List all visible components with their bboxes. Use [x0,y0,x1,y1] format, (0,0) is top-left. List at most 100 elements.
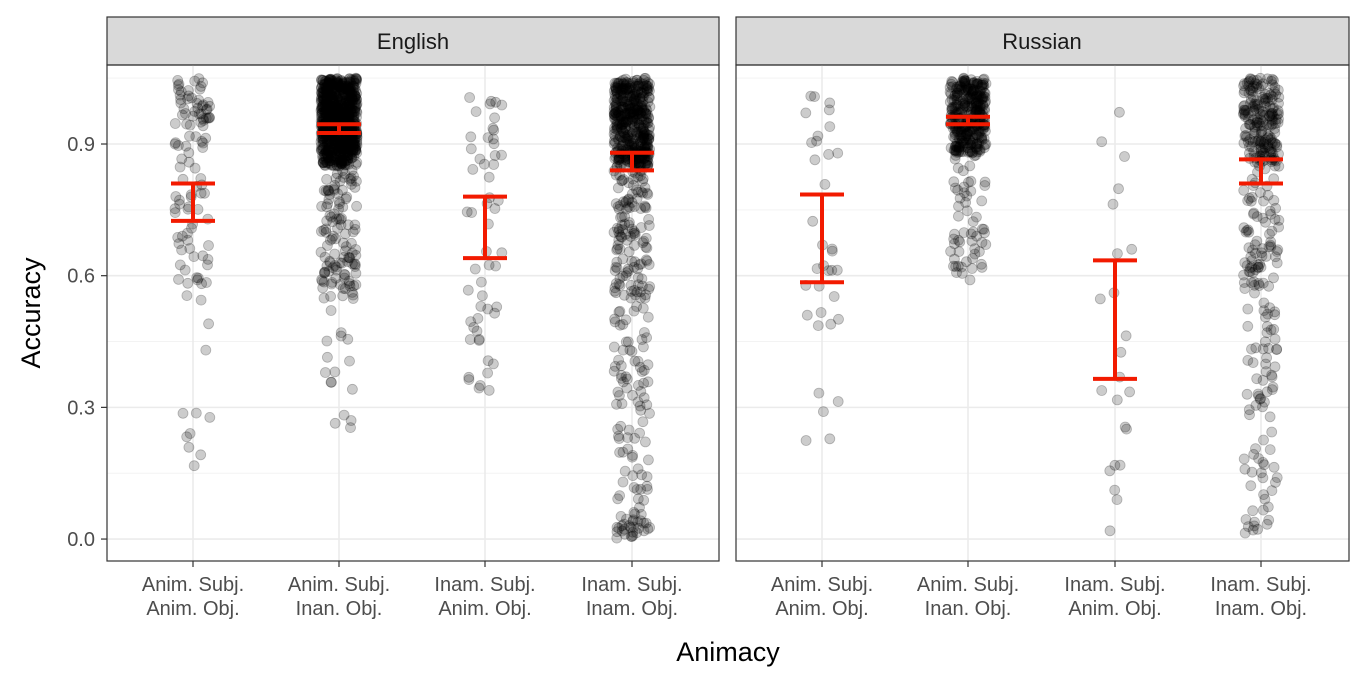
data-point [615,76,627,87]
data-point [639,108,651,119]
data-point [621,203,632,215]
data-point [637,122,649,134]
data-point [610,84,622,96]
data-point [637,302,649,314]
data-point [629,201,640,212]
data-point [976,93,987,105]
data-point [482,367,494,379]
data-point [350,144,362,156]
data-point [334,81,346,93]
data-point [1259,493,1271,505]
data-point [176,244,188,256]
error-bar [171,181,215,223]
data-point [976,80,987,91]
data-point [638,377,649,389]
data-point [609,282,621,294]
data-point [622,443,634,455]
data-point [631,117,643,129]
data-point [324,84,335,96]
data-point [616,372,627,384]
data-point [329,139,341,150]
data-point [320,82,332,93]
data-point [637,175,648,187]
data-point [618,135,629,147]
data-point [192,272,204,284]
data-point [316,108,328,120]
data-point [316,274,328,286]
data-point [633,379,644,391]
data-point [325,100,337,112]
data-point [1253,453,1264,464]
data-point [173,273,184,285]
data-point [613,107,625,119]
data-point [344,97,356,108]
data-point [638,105,650,117]
data-point [1115,346,1127,358]
data-point [616,174,628,186]
data-point [617,476,629,488]
data-point [641,80,652,91]
data-point [334,106,345,118]
data-point [320,185,332,197]
data-point [626,223,638,235]
data-point [172,140,184,151]
data-point [324,95,336,107]
data-point [636,103,648,114]
data-point [806,137,817,149]
data-point [327,80,339,92]
data-point [1241,225,1253,237]
data-point [638,494,650,506]
data-point [339,136,351,148]
data-point [641,128,652,140]
data-point [317,100,329,112]
data-point [347,139,359,150]
data-point [349,142,361,154]
data-point [642,376,654,388]
data-point [326,278,337,290]
data-point [811,135,822,147]
data-point [332,223,343,234]
x-tick-label: Inam. Subj. [1064,574,1165,596]
data-point [327,230,339,242]
data-point [343,140,355,152]
y-tick-label: 0.6 [67,266,95,288]
data-point [333,144,345,156]
data-point [613,306,625,318]
data-point [609,81,621,93]
data-point [334,175,346,187]
data-point [181,227,193,239]
data-point [629,103,640,114]
data-point [612,493,624,505]
data-point [344,83,356,95]
data-point [609,285,620,297]
data-point [832,396,844,407]
data-point [965,139,976,151]
data-point [337,290,349,302]
data-point [627,76,639,87]
data-point [338,155,350,167]
data-point [340,159,352,171]
data-point [801,309,813,321]
data-point [643,130,654,141]
data-point [638,235,650,247]
data-point [332,91,344,103]
data-point [642,188,654,200]
data-point [643,82,654,94]
data-point [189,106,201,117]
data-point [350,95,362,107]
data-point [315,225,327,237]
data-point [319,159,331,171]
data-point [344,173,356,185]
data-point [634,93,646,105]
data-point [643,213,654,225]
data-point [348,77,360,89]
data-point [613,118,625,130]
data-point [833,313,844,325]
data-point [350,85,362,96]
data-point [641,157,652,169]
data-point [973,90,984,102]
data-point [341,76,352,88]
data-point [609,89,621,100]
data-point [1259,396,1270,408]
data-point [200,112,212,124]
